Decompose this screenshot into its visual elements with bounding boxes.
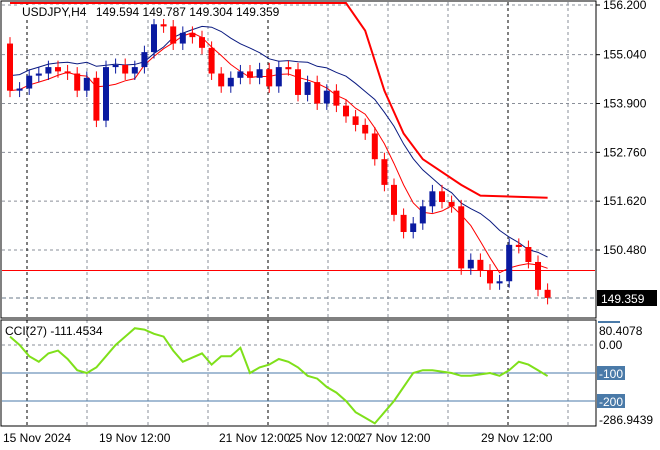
cci-level-tag xyxy=(597,366,625,380)
candle-body xyxy=(333,90,340,106)
candle-body xyxy=(295,69,301,95)
candle-body xyxy=(35,73,42,76)
candle-body xyxy=(304,82,311,95)
cci-tick-label: -200 xyxy=(599,395,623,409)
current-price-label: 149.359 xyxy=(601,292,645,306)
cci-tick-label: 0.00 xyxy=(599,338,623,352)
candle-body xyxy=(429,191,436,207)
candle-body xyxy=(285,67,292,70)
candle-body xyxy=(141,52,148,68)
cci-tick-label: 80.4078 xyxy=(599,324,643,338)
cci-tick-label: -100 xyxy=(599,367,623,381)
candle-body xyxy=(400,214,407,232)
price-tick-label: 153.900 xyxy=(603,97,647,111)
price-tick-label: 150.480 xyxy=(603,243,647,257)
candle-body xyxy=(525,246,532,262)
time-tick-label: 15 Nov 2024 xyxy=(3,431,71,445)
candle-body xyxy=(448,202,455,207)
candle-body xyxy=(218,73,225,87)
candle-body xyxy=(506,244,513,282)
cci-level-tag xyxy=(597,394,625,408)
price-tick-label: 156.200 xyxy=(603,0,647,12)
candle-body xyxy=(314,82,321,104)
candle-body xyxy=(208,47,215,74)
candle-body xyxy=(112,64,119,68)
candle-body xyxy=(266,69,273,87)
candle-body xyxy=(487,270,493,284)
trailing-stop-line xyxy=(10,2,548,199)
cci-tick-label: -286.9439 xyxy=(599,413,653,427)
candle-body xyxy=(496,281,503,284)
candle-body xyxy=(170,26,177,44)
price-tick-label: 152.760 xyxy=(603,145,647,159)
candle-body xyxy=(7,43,13,91)
current-price-tag xyxy=(597,290,657,307)
candle-body xyxy=(131,67,138,74)
time-tick-label: 19 Nov 12:00 xyxy=(99,431,171,445)
symbol-name: USDJPY,H4 xyxy=(22,5,87,19)
candle-body xyxy=(458,206,465,269)
candle-body xyxy=(247,71,253,78)
candle-body xyxy=(160,24,167,27)
candle-body xyxy=(343,105,349,117)
candle-body xyxy=(391,184,397,215)
candle-body xyxy=(189,32,196,38)
candle-body xyxy=(544,289,551,298)
candle-body xyxy=(103,67,109,121)
candle-body xyxy=(26,75,33,89)
candle-body xyxy=(439,191,445,203)
time-tick-label: 27 Nov 12:00 xyxy=(359,431,431,445)
price-tick-label: 151.620 xyxy=(603,194,647,208)
candle-body xyxy=(477,259,484,271)
time-tick-label: 21 Nov 12:00 xyxy=(219,431,291,445)
candle-body xyxy=(419,206,426,224)
price-tick-label: 155.040 xyxy=(603,48,647,62)
time-tick-label: 29 Nov 12:00 xyxy=(481,431,553,445)
candle-body xyxy=(323,90,330,104)
candle-body xyxy=(55,67,61,72)
candle-body xyxy=(83,77,90,91)
candle-body xyxy=(467,259,474,269)
candle-body xyxy=(381,159,388,185)
cci-label: CCI(27) -111.4534 xyxy=(5,324,103,338)
candle-body xyxy=(371,133,378,160)
candle-body xyxy=(256,69,263,78)
candle-body xyxy=(74,73,81,91)
time-tick-label: 25 Nov 12:00 xyxy=(289,431,361,445)
candle-body xyxy=(179,32,186,44)
candle-body xyxy=(227,77,234,87)
cci-line xyxy=(9,327,549,425)
symbol-label: USDJPY,H4 149.594 149.787 149.304 149.35… xyxy=(20,5,282,19)
candle-body xyxy=(352,116,359,125)
candle-body xyxy=(535,261,541,290)
candle-body xyxy=(151,24,157,53)
candle-body xyxy=(275,67,282,87)
price-panel-frame xyxy=(0,0,597,319)
candle-body xyxy=(410,223,417,232)
candle-body xyxy=(199,37,205,48)
candle-body xyxy=(64,71,71,74)
candle-body xyxy=(515,244,522,247)
candle-body xyxy=(237,71,244,78)
candle-body xyxy=(45,67,52,74)
candle-body xyxy=(122,64,129,74)
cci-panel-frame xyxy=(0,319,597,427)
candle-body xyxy=(16,88,23,91)
candle-body xyxy=(362,124,369,134)
candle-body xyxy=(93,77,100,121)
ohlc-values: 149.594 149.787 149.304 149.359 xyxy=(95,5,280,19)
